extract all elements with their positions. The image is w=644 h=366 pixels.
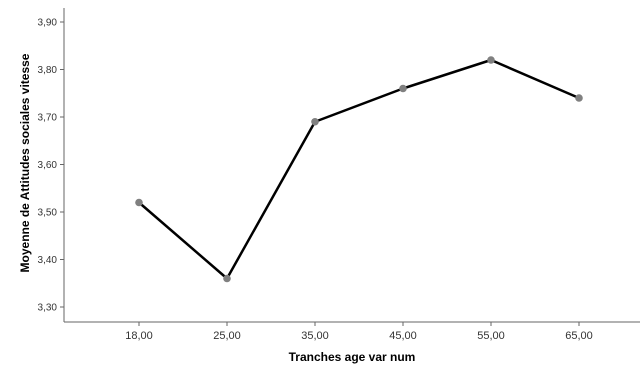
x-tick-label: 45,00 [389,330,417,342]
y-axis-label: Moyenne de Attitudes sociales vitesse [18,53,32,272]
y-tick-label: 3,30 [38,303,58,314]
y-tick-label: 3,40 [38,255,58,266]
x-tick-label: 55,00 [477,330,505,342]
series-group [135,56,583,283]
y-tick-label: 3,80 [38,65,58,76]
y-tick-label: 3,50 [38,208,58,219]
data-point [311,117,319,126]
data-point [575,94,583,102]
data-point [487,56,495,64]
x-tick-label: 65,00 [565,330,593,342]
y-tick-label: 3,70 [38,113,58,124]
data-point [399,84,407,93]
x-axis-label: Tranches age var num [289,350,416,364]
data-point [223,274,231,283]
y-tick-label: 3,60 [38,160,58,171]
x-tick-label: 25,00 [213,330,241,342]
x-tick-label: 35,00 [301,330,329,342]
y-tick-label: 3,90 [38,18,58,29]
series-line [138,58,580,280]
data-point [135,198,143,207]
x-tick-label: 18,00 [125,330,153,342]
y-ticks: 3,30 3,40 3,50 3,60 3,70 3,80 3,90 [38,18,64,314]
x-ticks: 18,00 25,00 35,00 45,00 55,00 65,00 [125,322,593,342]
